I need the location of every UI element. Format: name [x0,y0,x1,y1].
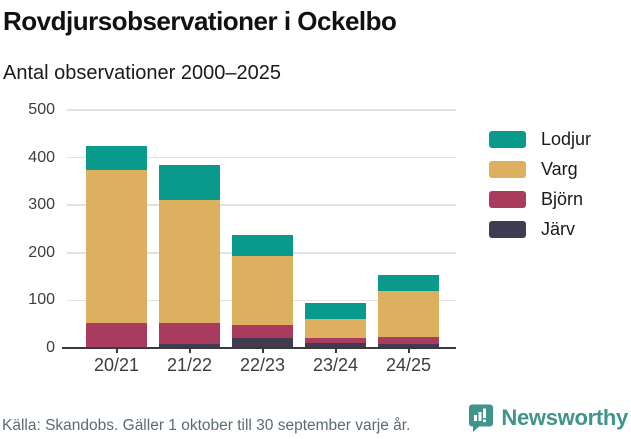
x-tick-23-24 [334,348,337,353]
segment-lodjur-23-24 [305,302,366,320]
legend-item-varg: Varg [489,159,591,179]
y-tick-label-500: 500 [28,101,55,118]
segment-järv-24-25 [378,344,439,348]
segment-lodjur-20-21 [86,145,147,170]
gridline-300 [67,204,456,206]
newsworthy-icon [469,404,494,432]
segment-järv-21-22 [159,344,220,348]
segment-järv-22-23 [232,337,293,348]
segment-varg-21-22 [159,199,220,324]
bar-20-21 [86,110,147,348]
legend-label-lodjur: Lodjur [541,129,592,149]
x-axis-labels: 20/21 21/22 22/23 23/24 24/25 [62,355,456,379]
bar-21-22 [159,110,220,348]
segment-björn-21-22 [159,323,220,345]
segment-varg-23-24 [305,319,366,338]
gridline-400 [67,156,456,159]
chart-legend: Lodjur Varg Björn Järv [489,129,592,251]
brand-name: Newsworthy [501,405,628,430]
legend-label-björn: Björn [541,189,584,209]
legend-item-lodjur: Lodjur [489,129,592,149]
gridline-500 [67,109,456,111]
x-tick-label-24-25: 24/25 [385,355,432,375]
x-tick-22-23 [261,348,264,353]
segment-lodjur-22-23 [232,235,293,256]
brand-logo: Newsworthy [468,403,628,433]
segment-björn-24-25 [378,337,439,345]
segment-lodjur-21-22 [159,164,220,200]
x-tick-label-22-23: 22/23 [239,355,286,375]
x-tick-24-25 [407,348,410,353]
bar-24-25 [378,110,439,348]
y-tick-label-400: 400 [28,148,55,166]
chart-title: Rovdjursobservationer i Ockelbo [3,6,397,36]
bar-23-24 [305,110,366,348]
segment-björn-22-23 [232,325,293,338]
y-tick-label-0: 0 [46,339,55,356]
segment-järv-23-24 [305,343,366,348]
segment-varg-20-21 [86,169,147,324]
bar-22-23 [232,110,293,348]
x-tick-label-20-21: 20/21 [93,355,140,375]
legend-label-varg: Varg [541,159,578,179]
x-tick-label-21-22: 21/22 [166,355,213,375]
y-axis-labels: 0 100 200 300 400 500 [0,101,55,356]
x-tick-20-21 [115,348,118,353]
segment-björn-20-21 [86,323,147,348]
legend-swatch-björn [489,191,526,208]
source-note: Källa: Skandobs. Gäller 1 oktober till 3… [2,417,411,434]
x-axis-line [62,346,456,349]
legend-swatch-varg [489,161,526,178]
segment-lodjur-24-25 [378,275,439,291]
segment-varg-22-23 [232,255,293,326]
x-tick-21-22 [188,348,191,353]
plot-area [62,109,456,353]
legend-swatch-järv [489,221,526,238]
legend-swatch-lodjur [489,131,526,148]
segment-varg-24-25 [378,290,439,338]
x-tick-label-23-24: 23/24 [312,355,359,375]
y-tick-label-200: 200 [28,243,55,261]
legend-label-järv: Järv [541,219,576,239]
chart-subtitle: Antal observationer 2000–2025 [3,62,281,84]
segment-björn-23-24 [305,337,366,344]
y-tick-label-100: 100 [28,291,55,309]
legend-item-björn: Björn [489,189,591,209]
legend-item-järv: Järv [489,219,591,239]
y-tick-label-300: 300 [28,196,55,214]
